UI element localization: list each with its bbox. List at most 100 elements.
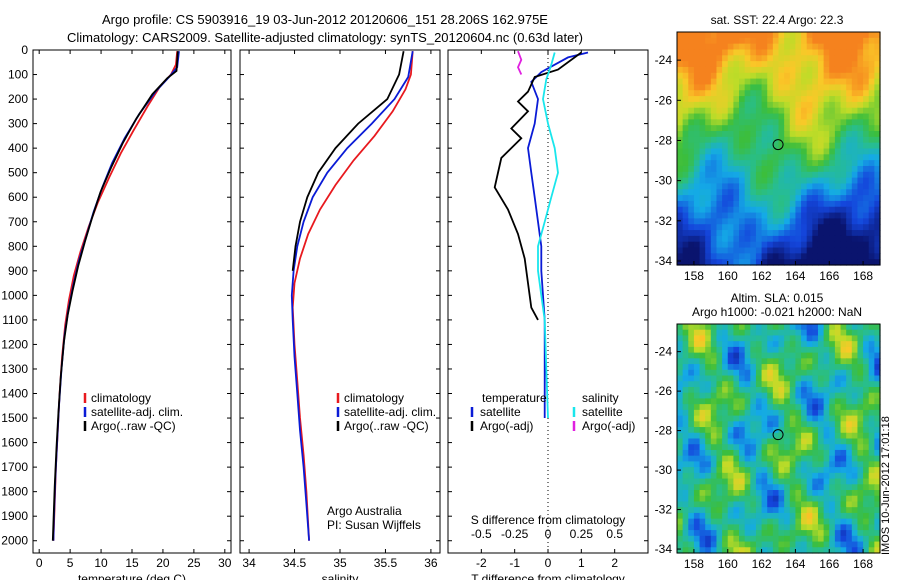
sla-map-cell	[677, 449, 684, 457]
sla-map-cell	[767, 358, 774, 365]
sst-map-cell	[806, 101, 813, 109]
sla-map-cell	[733, 472, 740, 480]
sst-map-cell	[727, 125, 734, 132]
sst-map-cell	[727, 177, 734, 185]
sst-map-cell	[806, 136, 813, 144]
difference-axes-box	[447, 49, 649, 554]
sla-map-cell	[705, 495, 712, 503]
sla-map-cell	[863, 341, 870, 348]
sla-map-cell	[834, 415, 842, 422]
sla-map-cell	[716, 381, 723, 388]
sst-map-cell	[874, 142, 881, 150]
sla-map-cell	[682, 415, 689, 422]
sst-map-cell	[784, 171, 791, 179]
sla-map-cell	[812, 484, 819, 491]
sst-map-cell	[722, 43, 729, 51]
sla-map-cell	[677, 346, 684, 354]
sst-map-cell	[727, 259, 734, 266]
sst-map-cell	[682, 66, 689, 74]
sla-map-cell	[784, 449, 791, 457]
sla-map-cell	[801, 335, 808, 342]
sst-map-axes-box	[676, 31, 881, 266]
sst-map-cell	[806, 230, 813, 237]
sla-map-cell	[812, 478, 819, 485]
sla-map-cell	[863, 541, 870, 548]
sla-map-cell	[784, 346, 791, 354]
sla-map-cell	[778, 358, 785, 365]
sla-map-cell	[688, 398, 695, 405]
sst-map-cell	[789, 49, 797, 56]
sla-map-cell	[750, 352, 757, 359]
sst-map-cell	[677, 142, 684, 150]
sla-map-cell	[772, 324, 780, 331]
sla-map-cell	[846, 541, 853, 548]
sla-map-cell	[744, 409, 751, 417]
sla-map-cell	[744, 495, 751, 503]
sst-map-cell	[795, 37, 802, 45]
sla-map-cell	[851, 415, 859, 422]
sst-map-cell	[784, 154, 791, 161]
sla-map-cell	[750, 501, 757, 508]
sla-map-cell	[693, 524, 701, 531]
sla-map-cell	[710, 467, 718, 474]
sla-map-cell	[716, 329, 723, 337]
sla-map-cell	[840, 432, 847, 440]
sla-map-cell	[789, 369, 797, 377]
sst-map-cell	[772, 259, 780, 266]
sst-map-cell	[784, 218, 791, 225]
sst-map-cell	[834, 131, 842, 138]
sst-map-cell	[682, 241, 689, 249]
sst-map-cell	[739, 72, 746, 80]
sst-map-cell	[677, 241, 684, 249]
temperature-ytick-label: 700	[8, 215, 28, 229]
sst-map-cell	[744, 113, 751, 120]
sla-map-cell	[778, 495, 785, 503]
sst-map-cell	[823, 72, 830, 80]
sla-map-cell	[812, 386, 819, 394]
sla-map-cell	[682, 490, 689, 497]
sla-map-cell	[795, 530, 802, 537]
sst-map-cell	[778, 154, 785, 161]
sst-map-cell	[727, 195, 734, 202]
sla-map-cell	[806, 404, 813, 411]
sst-map-cell	[834, 195, 842, 202]
sst-map-cell	[812, 253, 819, 260]
sst-map-cell	[750, 96, 757, 103]
sst-map-cell	[823, 32, 830, 39]
sla-map-cell	[868, 392, 875, 400]
sla-map-cell	[834, 329, 842, 337]
difference-legend-label: satellite	[480, 405, 521, 419]
sla-map-cell	[834, 535, 842, 543]
sst-map-cell	[784, 96, 791, 103]
sla-map-cell	[693, 341, 701, 348]
sst-map-cell	[716, 165, 723, 173]
sst-map-cell	[863, 55, 870, 62]
sla-map-cell	[755, 346, 763, 354]
sla-map-cell	[772, 346, 780, 354]
sst-map-cell	[801, 131, 808, 138]
sst-map-cell	[778, 212, 785, 219]
sla-map-cell	[778, 415, 785, 422]
sst-map-cell	[795, 183, 802, 190]
sst-map-cell	[755, 125, 763, 132]
sla-map-cell	[688, 438, 695, 445]
sst-map-cell	[755, 241, 763, 249]
sst-map-cell	[823, 113, 830, 120]
sla-map-cell	[744, 490, 751, 497]
sst-map-cell	[772, 200, 780, 208]
sla-map-cell	[744, 478, 751, 485]
sst-map-cell	[829, 131, 836, 138]
sla-map-cell	[801, 472, 808, 480]
sst-map-cell	[784, 37, 791, 45]
sst-map-cell	[829, 212, 836, 219]
sla-map-cell	[823, 524, 830, 531]
sst-map-cell	[812, 200, 819, 208]
sla-map-cell	[840, 324, 847, 331]
sla-map-cell	[846, 467, 853, 474]
sst-map-cell	[722, 55, 729, 62]
sst-map-cell	[806, 113, 813, 120]
sla-map-cell	[846, 421, 853, 428]
sla-map-cell	[823, 541, 830, 548]
sst-map-cell	[705, 189, 712, 196]
sst-map-cell	[868, 119, 875, 126]
